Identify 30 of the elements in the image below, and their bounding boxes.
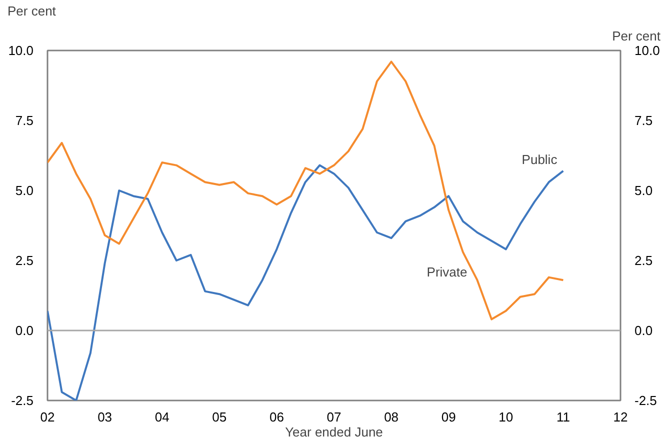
x-tick-label: 06 <box>269 410 284 424</box>
x-tick-label: 08 <box>384 410 399 424</box>
y2-tick-label: -2.5 <box>634 393 657 408</box>
x-tick-label: 09 <box>441 410 456 424</box>
series-label: Public <box>522 152 558 167</box>
x-tick-label: 11 <box>556 410 570 424</box>
y-tick-label: 5.0 <box>15 183 34 198</box>
y2-tick-label: 7.5 <box>634 113 653 128</box>
x-axis-title: Year ended June <box>285 424 383 440</box>
x-tick-label: 03 <box>98 410 112 424</box>
y-axis-title: Per cent <box>8 4 56 18</box>
y-tick-label: -2.5 <box>11 393 34 408</box>
y-tick-label: 10.0 <box>8 43 34 58</box>
x-tick-label: 04 <box>154 410 170 424</box>
y-tick-label: 0.0 <box>15 323 34 338</box>
line-series <box>48 60 564 320</box>
x-tick-label: 02 <box>40 410 55 424</box>
y2-tick-label: 10.0 <box>634 43 660 58</box>
y2-tick-label: 5.0 <box>634 183 653 198</box>
y2-tick-label: 0.0 <box>634 323 653 338</box>
line-series <box>48 164 564 400</box>
y-tick-label: 7.5 <box>15 113 34 128</box>
series-label: Private <box>426 264 468 280</box>
y-tick-label: 2.5 <box>15 253 34 268</box>
y2-axis-title: Per cent <box>612 28 661 44</box>
x-tick-label: 07 <box>326 410 342 424</box>
y2-tick-label: 2.5 <box>634 253 653 268</box>
x-tick-label: 05 <box>212 410 227 424</box>
x-tick-label: 10 <box>498 410 514 424</box>
x-tick-label: 12 <box>613 410 628 424</box>
